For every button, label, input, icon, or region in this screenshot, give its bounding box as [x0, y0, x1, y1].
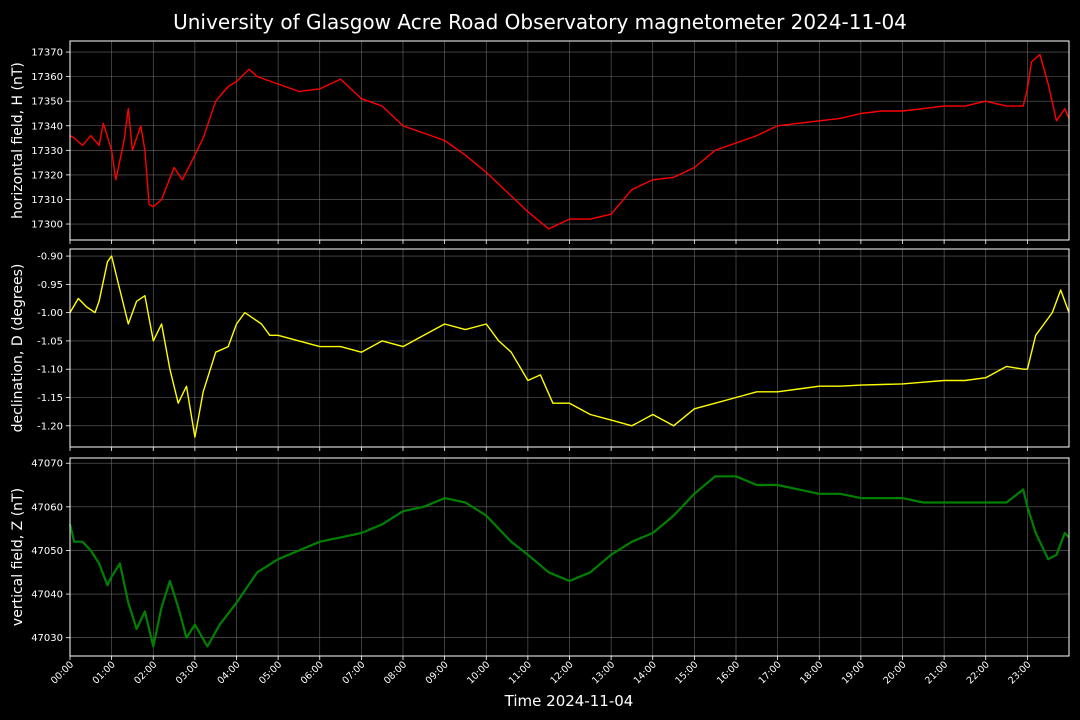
y-axis-label: declination, D (degrees): [10, 264, 26, 433]
panel-frame: [69, 40, 1070, 241]
y-tick-label: 47060: [31, 502, 63, 513]
panel-frame: [69, 248, 1070, 448]
panel-D: -0.90 -0.95 -1.00 -1.05 -1.10 -1.15 -1.20 decli…: [10, 248, 1070, 451]
y-tick-label: 17370: [31, 48, 63, 59]
series-line-D: [69, 255, 1070, 438]
y-tick-label: 17360: [31, 72, 63, 83]
y-tick-label: 47030: [31, 633, 63, 644]
chart-title: University of Glasgow Acre Road Observat…: [173, 10, 907, 34]
y-tick-label: -1.00: [37, 308, 63, 319]
x-axis-label: Time 2024-11-04: [504, 692, 634, 710]
y-tick-label: 17320: [31, 170, 63, 181]
y-tick-label: 17300: [31, 220, 63, 231]
y-tick-label: 47050: [31, 546, 63, 557]
y-tick-label: 17340: [31, 121, 63, 132]
y-axis-label: vertical field, Z (nT): [10, 488, 26, 626]
y-tick-label: 17310: [31, 195, 63, 206]
panel-H: 17300 17310 17320 17330 17340 17350 17360 17370…: [10, 40, 1070, 244]
y-tick-label: 17330: [31, 146, 63, 157]
y-tick-label: 47070: [31, 459, 63, 470]
panel-frame: [69, 457, 1070, 657]
y-tick-label: -1.10: [37, 365, 63, 376]
y-tick-label: -0.90: [37, 252, 63, 263]
series-line-H: [69, 53, 1070, 230]
y-tick-label: -0.95: [37, 280, 63, 291]
y-tick-label: -1.05: [37, 336, 63, 347]
y-tick-label: 17350: [31, 97, 63, 108]
y-tick-label: -1.15: [37, 393, 63, 404]
y-tick-label: 47040: [31, 590, 63, 601]
y-axis-label: horizontal field, H (nT): [10, 62, 26, 219]
series-line-Z: [68, 475, 1070, 648]
y-tick-label: -1.20: [37, 421, 63, 432]
panel-Z: 47030 47040 47050 47060 47070 vertical field,…: [10, 457, 1070, 660]
